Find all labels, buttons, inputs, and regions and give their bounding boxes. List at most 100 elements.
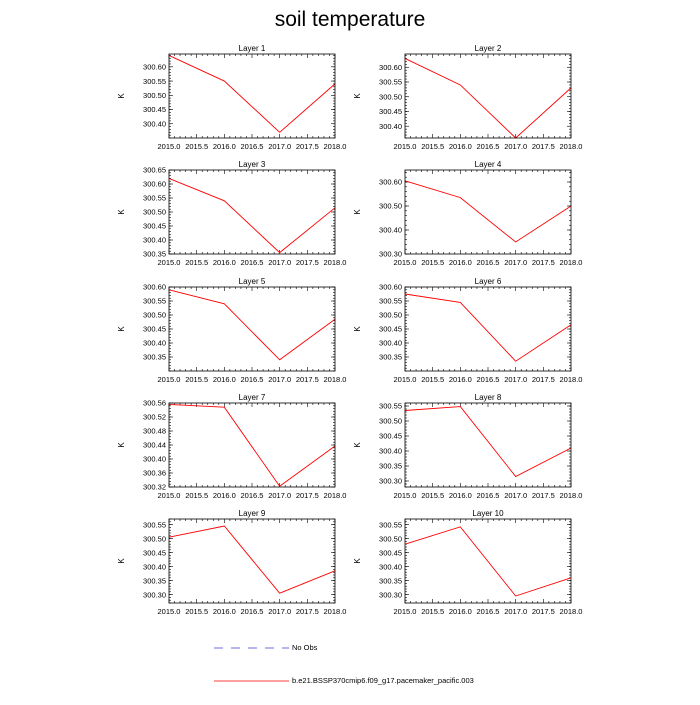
panel-title: Layer 7 bbox=[239, 393, 266, 402]
x-tick-label: 2017.0 bbox=[504, 491, 527, 500]
x-tick-label: 2015.0 bbox=[394, 375, 417, 384]
y-tick-label: 300.35 bbox=[379, 462, 402, 471]
plot-frame bbox=[404, 169, 572, 255]
y-tick-label: 300.45 bbox=[143, 222, 166, 231]
panel-title: Layer 8 bbox=[475, 393, 502, 402]
y-tick-label: 300.45 bbox=[143, 548, 166, 557]
x-tick-label: 2015.5 bbox=[185, 258, 208, 267]
panel-title: Layer 4 bbox=[475, 160, 502, 169]
x-tick-label: 2017.0 bbox=[268, 375, 291, 384]
plot-frame bbox=[404, 286, 572, 372]
y-tick-label: 300.60 bbox=[379, 178, 402, 187]
x-tick-label: 2017.0 bbox=[504, 607, 527, 616]
plot-frame bbox=[168, 286, 336, 372]
panel-title: Layer 5 bbox=[239, 277, 266, 286]
y-tick-label: 300.60 bbox=[143, 283, 166, 292]
y-tick-label: 300.30 bbox=[379, 477, 402, 486]
x-tick-label: 2018.0 bbox=[560, 258, 583, 267]
x-tick-label: 2017.0 bbox=[268, 607, 291, 616]
plot-frame bbox=[168, 53, 336, 139]
series-line bbox=[168, 403, 336, 487]
panel-title: Layer 9 bbox=[239, 509, 266, 518]
y-tick-label: 300.55 bbox=[143, 520, 166, 529]
x-tick-label: 2016.5 bbox=[477, 142, 500, 151]
series-line bbox=[404, 180, 572, 243]
panel-layer-3: Layer 3 K 2015.0 2015.5 2016.0 2016.5 2017.0 20… bbox=[117, 160, 346, 267]
x-tick-label: 2016.5 bbox=[241, 375, 264, 384]
y-tick-label: 300.50 bbox=[379, 92, 402, 101]
panel-layer-6: Layer 6 K 2015.0 2015.5 2016.0 2016.5 2017.0 20… bbox=[353, 277, 582, 384]
y-axis-label: K bbox=[117, 209, 126, 215]
y-tick-label: 300.52 bbox=[143, 413, 166, 422]
x-tick-label: 2015.0 bbox=[394, 258, 417, 267]
x-tick-label: 2016.5 bbox=[477, 375, 500, 384]
x-tick-label: 2015.0 bbox=[394, 142, 417, 151]
series-line bbox=[168, 177, 336, 254]
panel-layer-5: Layer 5 K 2015.0 2015.5 2016.0 2016.5 2017.0 20… bbox=[117, 277, 346, 384]
panel-title: Layer 1 bbox=[239, 44, 266, 53]
x-tick-label: 2017.5 bbox=[296, 142, 319, 151]
panel-layer-10: Layer 10 K 2015.0 2015.5 2016.0 2016.5 2017.0 2… bbox=[353, 509, 582, 616]
plot-frame bbox=[404, 402, 572, 488]
y-axis-label: K bbox=[117, 442, 126, 448]
series-line bbox=[168, 289, 336, 361]
y-tick-label: 300.55 bbox=[143, 77, 166, 86]
y-tick-label: 300.55 bbox=[143, 297, 166, 306]
y-tick-label: 300.35 bbox=[143, 576, 166, 585]
x-tick-label: 2015.5 bbox=[185, 142, 208, 151]
x-tick-label: 2015.5 bbox=[185, 375, 208, 384]
x-tick-label: 2018.0 bbox=[560, 491, 583, 500]
x-tick-label: 2017.0 bbox=[268, 258, 291, 267]
x-tick-label: 2015.0 bbox=[158, 375, 181, 384]
y-tick-label: 300.40 bbox=[143, 562, 166, 571]
x-tick-label: 2016.5 bbox=[241, 607, 264, 616]
series-line bbox=[404, 58, 572, 139]
y-tick-label: 300.40 bbox=[379, 562, 402, 571]
x-tick-label: 2015.0 bbox=[158, 607, 181, 616]
x-tick-label: 2016.0 bbox=[449, 258, 472, 267]
y-tick-label: 300.35 bbox=[143, 250, 166, 259]
x-tick-label: 2016.5 bbox=[477, 258, 500, 267]
y-tick-label: 300.60 bbox=[379, 63, 402, 72]
y-axis-label: K bbox=[353, 209, 362, 215]
x-tick-label: 2015.5 bbox=[421, 258, 444, 267]
x-tick-label: 2016.0 bbox=[213, 375, 236, 384]
y-tick-label: 300.36 bbox=[143, 469, 166, 478]
x-tick-label: 2015.5 bbox=[185, 491, 208, 500]
y-tick-label: 300.45 bbox=[379, 325, 402, 334]
panel-layer-2: Layer 2 K 2015.0 2015.5 2016.0 2016.5 2017.0 20… bbox=[353, 44, 582, 151]
x-tick-label: 2018.0 bbox=[324, 142, 347, 151]
panel-title: Layer 10 bbox=[472, 509, 504, 518]
x-tick-label: 2015.0 bbox=[394, 491, 417, 500]
series-line bbox=[404, 406, 572, 478]
y-tick-label: 300.60 bbox=[143, 180, 166, 189]
y-tick-label: 300.35 bbox=[143, 353, 166, 362]
y-axis-label: K bbox=[353, 558, 362, 564]
y-tick-label: 300.50 bbox=[379, 417, 402, 426]
plot-frame bbox=[168, 169, 336, 255]
y-tick-label: 300.30 bbox=[143, 590, 166, 599]
x-tick-label: 2017.5 bbox=[532, 607, 555, 616]
series-line bbox=[168, 55, 336, 133]
y-tick-label: 300.50 bbox=[379, 202, 402, 211]
y-axis-label: K bbox=[353, 326, 362, 332]
y-tick-label: 300.35 bbox=[379, 353, 402, 362]
x-tick-label: 2018.0 bbox=[324, 607, 347, 616]
y-axis-label: K bbox=[117, 558, 126, 564]
x-tick-label: 2017.0 bbox=[504, 375, 527, 384]
x-tick-label: 2017.5 bbox=[532, 375, 555, 384]
plot-frame bbox=[404, 518, 572, 604]
x-tick-label: 2017.5 bbox=[296, 607, 319, 616]
x-tick-label: 2017.0 bbox=[504, 142, 527, 151]
y-tick-label: 300.60 bbox=[379, 283, 402, 292]
y-tick-label: 300.40 bbox=[379, 122, 402, 131]
x-tick-label: 2017.5 bbox=[532, 258, 555, 267]
y-tick-label: 300.40 bbox=[379, 447, 402, 456]
x-tick-label: 2015.5 bbox=[185, 607, 208, 616]
y-tick-label: 300.50 bbox=[143, 311, 166, 320]
y-tick-label: 300.40 bbox=[379, 339, 402, 348]
series-line bbox=[404, 526, 572, 597]
x-tick-label: 2015.0 bbox=[158, 142, 181, 151]
y-tick-label: 300.40 bbox=[143, 455, 166, 464]
y-axis-label: K bbox=[353, 93, 362, 99]
